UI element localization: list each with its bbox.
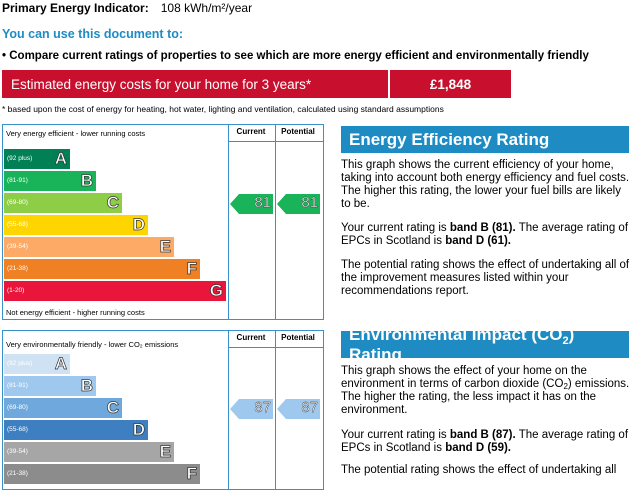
header-divider xyxy=(228,347,323,348)
bullet-item: • Compare current ratings of properties … xyxy=(2,50,589,62)
energy-cost-value: £1,848 xyxy=(390,70,511,98)
band-range: (92 plus) xyxy=(7,155,33,162)
band-letter: F xyxy=(186,259,197,279)
primary-energy-label: Primary Energy Indicator: xyxy=(2,1,149,15)
potential-column-header: Potential xyxy=(281,127,315,136)
energy-cost-label: Estimated energy costs for your home for… xyxy=(2,70,390,98)
column-divider xyxy=(275,331,276,489)
potential-rating-indicator: 81 xyxy=(277,194,320,214)
band-g: (1-20) G xyxy=(4,281,226,301)
band-b: (81-91) B xyxy=(4,171,96,191)
band-letter: C xyxy=(106,193,119,213)
energy-efficiency-potential: The potential rating shows the effect of… xyxy=(341,259,630,297)
primary-energy-indicator: Primary Energy Indicator: 108 kWh/m²/year xyxy=(2,1,252,15)
potential-rating-indicator: 87 xyxy=(277,399,320,419)
current-rating-value: 81 xyxy=(254,194,271,211)
header-divider xyxy=(228,141,323,142)
current-rating-value: 87 xyxy=(254,399,271,416)
band-d: (55-68) D xyxy=(4,215,148,235)
band-f: (21-38) F xyxy=(4,464,200,484)
column-divider xyxy=(228,125,229,319)
potential-rating-value: 81 xyxy=(301,194,318,211)
environmental-impact-title: Environmental Impact (CO2) Rating xyxy=(341,325,629,364)
band-c: (69-80) C xyxy=(4,398,122,418)
band-a: (92 plus) A xyxy=(4,149,70,169)
band-letter: A xyxy=(54,149,67,169)
chart-bottom-label: Not energy efficient - higher running co… xyxy=(6,308,145,317)
column-divider xyxy=(228,331,229,489)
energy-efficiency-description: This graph shows the current efficiency … xyxy=(341,159,630,210)
band-range: (81-91) xyxy=(7,177,28,184)
band-range: (1-20) xyxy=(7,287,25,294)
environmental-impact-chart: Very environmentally friendly - lower CO… xyxy=(2,330,324,490)
band-letter: C xyxy=(106,398,119,418)
environmental-impact-current: Your current rating is band B (87). The … xyxy=(341,429,629,454)
use-document-heading: You can use this document to: xyxy=(2,27,184,41)
band-c: (69-80) C xyxy=(4,193,122,213)
band-range: (69-80) xyxy=(7,199,28,206)
band-letter: A xyxy=(54,354,67,374)
band-letter: B xyxy=(80,376,93,396)
current-column-header: Current xyxy=(236,127,266,136)
chart-top-label: Very environmentally friendly - lower CO… xyxy=(6,340,179,349)
environmental-impact-potential: The potential rating shows the effect of… xyxy=(341,464,617,476)
band-a: (92 plus) A xyxy=(4,354,70,374)
energy-efficiency-chart: Very energy efficient - lower running co… xyxy=(2,124,324,320)
energy-cost-bar: Estimated energy costs for your home for… xyxy=(2,70,511,98)
band-b: (81-91) B xyxy=(4,376,96,396)
band-range: (39-54) xyxy=(7,243,28,250)
band-range: (81-91) xyxy=(7,382,28,389)
potential-rating-value: 87 xyxy=(301,399,318,416)
band-range: (21-38) xyxy=(7,470,28,477)
band-range: (92 plus) xyxy=(7,360,33,367)
primary-energy-value: 108 kWh/m²/year xyxy=(160,1,253,15)
environmental-impact-description: This graph shows the effect of your home… xyxy=(341,365,630,416)
column-divider xyxy=(275,125,276,319)
band-range: (55-68) xyxy=(7,221,28,228)
band-range: (69-80) xyxy=(7,404,28,411)
current-column-header: Current xyxy=(236,333,266,342)
band-range: (55-68) xyxy=(7,426,28,433)
energy-efficiency-current: Your current rating is band B (81). The … xyxy=(341,222,629,247)
bullet-text: Compare current ratings of properties to… xyxy=(9,50,589,62)
cost-footnote: * based upon the cost of energy for heat… xyxy=(2,104,444,114)
band-f: (21-38) F xyxy=(4,259,200,279)
potential-column-header: Potential xyxy=(281,333,315,342)
energy-efficiency-title: Energy Efficiency Rating xyxy=(341,126,629,153)
band-range: (39-54) xyxy=(7,448,28,455)
band-letter: G xyxy=(209,281,223,301)
band-letter: D xyxy=(132,420,145,440)
band-letter: B xyxy=(80,171,93,191)
band-letter: E xyxy=(159,237,171,257)
band-letter: D xyxy=(132,215,145,235)
band-letter: E xyxy=(159,442,171,462)
band-letter: F xyxy=(186,464,197,484)
band-range: (21-38) xyxy=(7,265,28,272)
environmental-impact-title-text: Environmental Impact (CO2) Rating xyxy=(349,324,575,364)
band-d: (55-68) D xyxy=(4,420,148,440)
band-e: (39-54) E xyxy=(4,442,174,462)
chart-top-label: Very energy efficient - lower running co… xyxy=(6,129,146,138)
current-rating-indicator: 87 xyxy=(230,399,273,419)
band-e: (39-54) E xyxy=(4,237,174,257)
current-rating-indicator: 81 xyxy=(230,194,273,214)
